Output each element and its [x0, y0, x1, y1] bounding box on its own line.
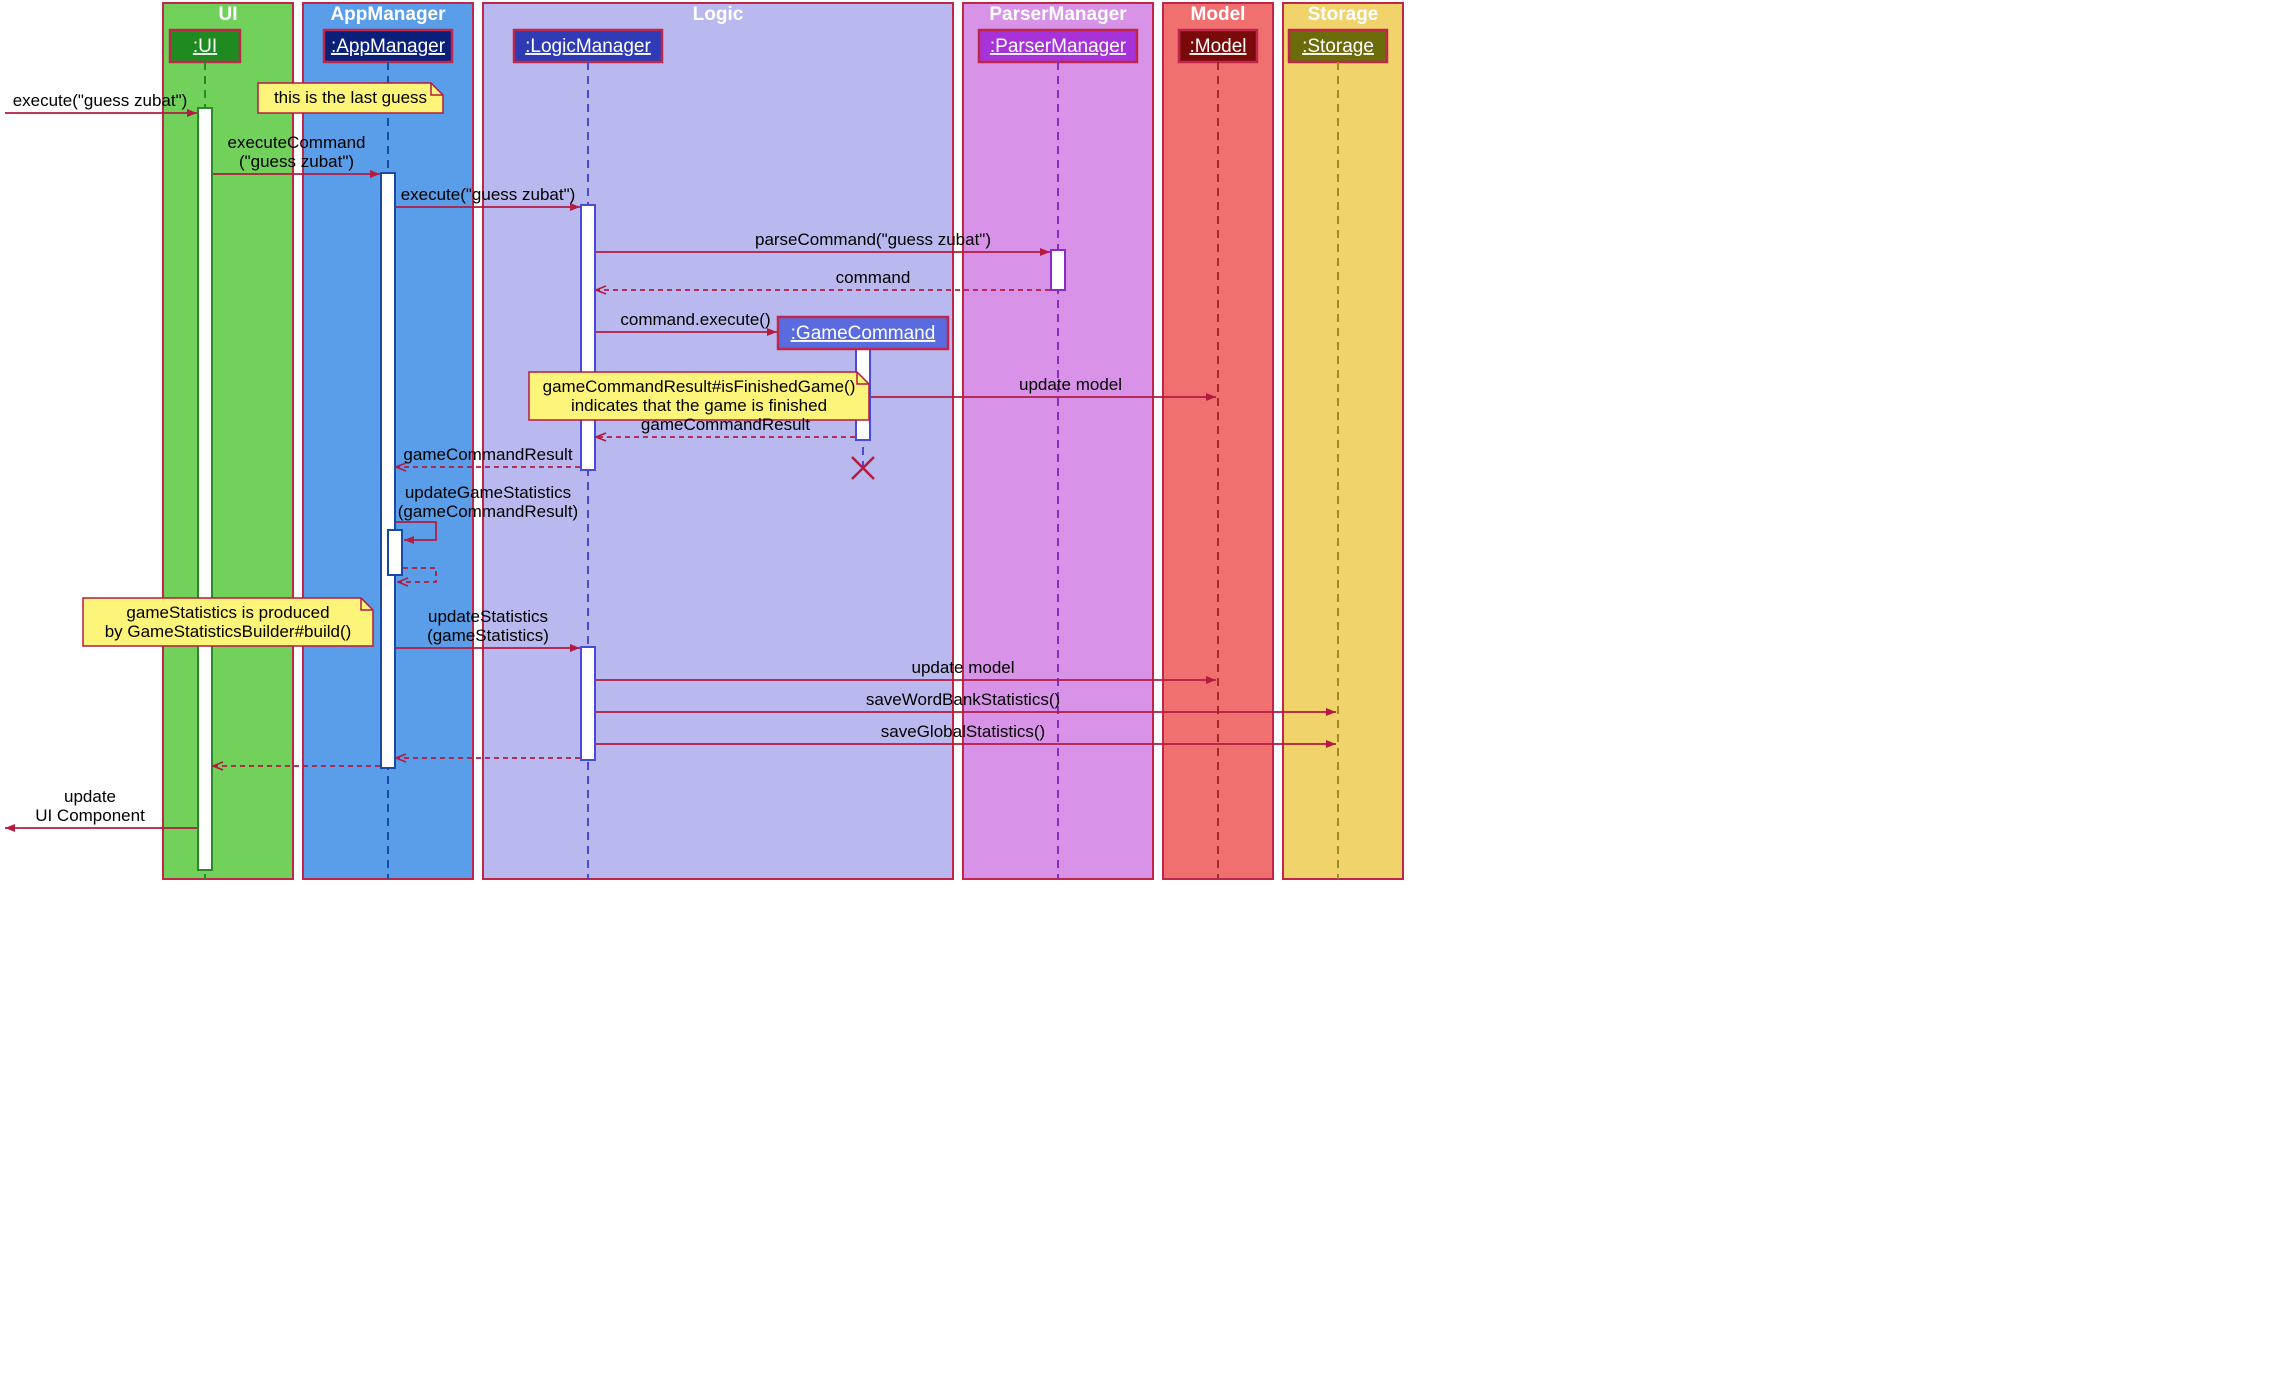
note-last-guess-line0: this is the last guess: [274, 88, 427, 107]
lane-header-parser: ParserManager: [989, 4, 1127, 25]
label-m9: gameCommandResult: [403, 445, 572, 464]
note-stats-builder-line1: by GameStatisticsBuilder#build(): [105, 622, 352, 641]
note-finished-game-line0: gameCommandResult#isFinishedGame(): [543, 377, 856, 396]
activation-logic: [581, 647, 595, 760]
label-m12: update model: [911, 658, 1014, 677]
object-label-logic: :LogicManager: [525, 36, 651, 57]
lane-logic: [483, 3, 953, 879]
label-m4: parseCommand("guess zubat"): [755, 230, 991, 249]
label-m6: command.execute(): [620, 310, 770, 329]
label-m14: saveGlobalStatistics(): [881, 722, 1045, 741]
label-m10a: updateGameStatistics: [405, 483, 571, 502]
label-m13: saveWordBankStatistics(): [866, 690, 1060, 709]
label-m2a: executeCommand: [228, 133, 366, 152]
label-m3: execute("guess zubat"): [401, 185, 576, 204]
label-m2b: ("guess zubat"): [239, 152, 354, 171]
label-m15a: update: [64, 787, 116, 806]
object-label-app: :AppManager: [331, 36, 446, 57]
lane-header-logic: Logic: [693, 4, 744, 25]
lane-header-storage: Storage: [1308, 4, 1379, 25]
activation-parser: [1051, 250, 1065, 290]
activation-app-nested: [388, 530, 402, 575]
object-label-ui: :UI: [193, 36, 217, 57]
label-m11b: (gameStatistics): [427, 626, 549, 645]
activation-app: [381, 173, 395, 768]
activation-ui: [198, 108, 212, 870]
label-m10b: (gameCommandResult): [398, 502, 578, 521]
note-finished-game-line1: indicates that the game is finished: [571, 396, 827, 415]
label-m1: execute("guess zubat"): [13, 91, 188, 110]
label-m15b: UI Component: [35, 806, 145, 825]
lane-storage: [1283, 3, 1403, 879]
object-label-model: :Model: [1189, 36, 1246, 57]
object-label-storage: :Storage: [1302, 36, 1374, 57]
object-label-gamecommand: :GameCommand: [791, 323, 936, 344]
label-m7: update model: [1019, 375, 1122, 394]
lane-header-app: AppManager: [330, 4, 446, 25]
label-m8: gameCommandResult: [641, 415, 810, 434]
label-m11a: updateStatistics: [428, 607, 548, 626]
object-label-parser: :ParserManager: [990, 36, 1127, 57]
label-m5: command: [836, 268, 911, 287]
lane-header-ui: UI: [219, 4, 238, 25]
activation-logic: [581, 205, 595, 470]
note-stats-builder-line0: gameStatistics is produced: [126, 603, 329, 622]
lane-header-model: Model: [1191, 4, 1246, 25]
